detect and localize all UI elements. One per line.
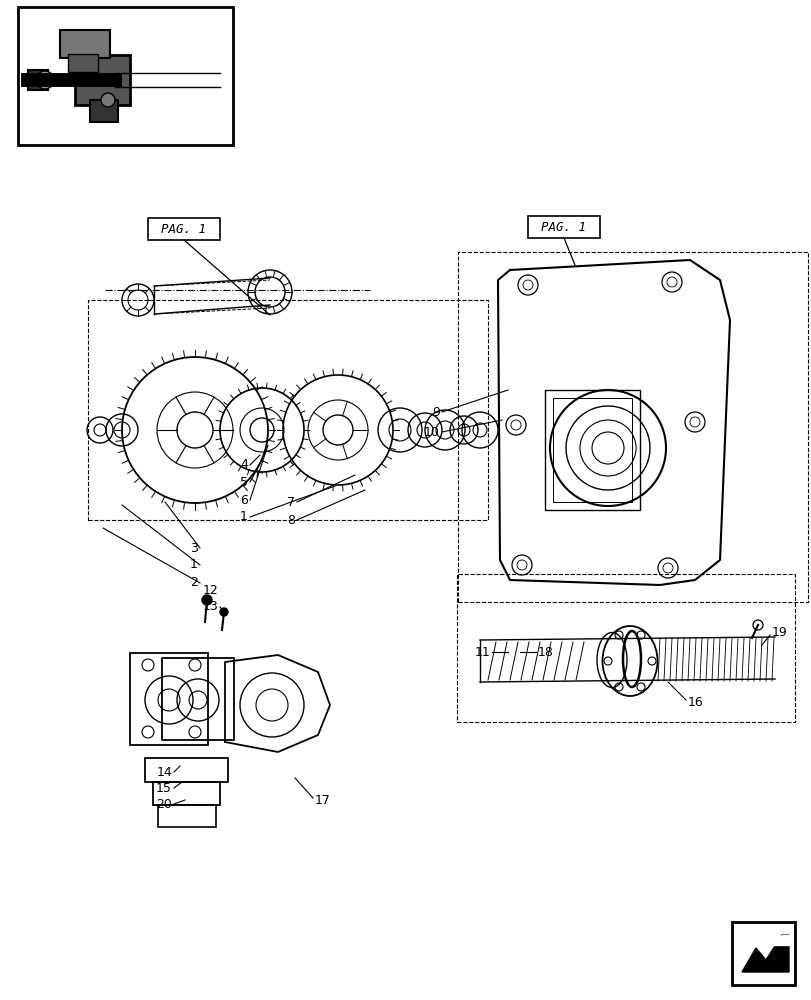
Text: 8: 8 [286,514,294,526]
Text: PAG. 1: PAG. 1 [161,223,206,236]
Bar [130,653,208,745]
Text: 5: 5 [240,476,247,488]
Bar [75,55,130,105]
Text: 17: 17 [315,793,330,806]
Bar [162,658,234,740]
Text: 18: 18 [538,646,553,658]
Text: 11: 11 [474,646,489,658]
Bar [60,30,109,58]
Text: 12: 12 [202,584,217,596]
Bar [90,100,118,122]
Circle shape [101,93,115,107]
Bar [731,922,794,985]
Bar [28,70,48,90]
Bar [18,7,233,145]
Bar [552,398,631,502]
Text: 20: 20 [156,797,172,810]
Bar [68,54,98,72]
Bar [457,252,807,602]
Text: 9: 9 [431,406,440,418]
Polygon shape [741,935,788,972]
Text: 1: 1 [190,558,198,572]
Bar [145,758,228,782]
Bar [457,574,794,722]
Text: 4: 4 [240,458,247,472]
Text: 7: 7 [286,495,294,508]
Circle shape [220,608,228,616]
Text: 19: 19 [771,626,787,638]
Bar [158,805,216,827]
Circle shape [36,71,54,89]
Text: 15: 15 [156,782,172,794]
Text: 1: 1 [240,510,247,524]
Circle shape [202,595,212,605]
Bar [88,300,487,520]
Text: 3: 3 [190,542,198,554]
Text: 6: 6 [240,493,247,506]
Text: 16: 16 [687,696,703,708]
Text: 2: 2 [190,576,198,589]
Text: 10: 10 [423,426,440,438]
Bar [527,216,599,238]
Bar [544,390,639,510]
Text: PAG. 1: PAG. 1 [541,221,586,234]
Bar [148,218,220,240]
Polygon shape [767,935,788,945]
Text: 13: 13 [202,600,217,613]
Bar [152,782,220,805]
Text: 14: 14 [156,766,172,778]
